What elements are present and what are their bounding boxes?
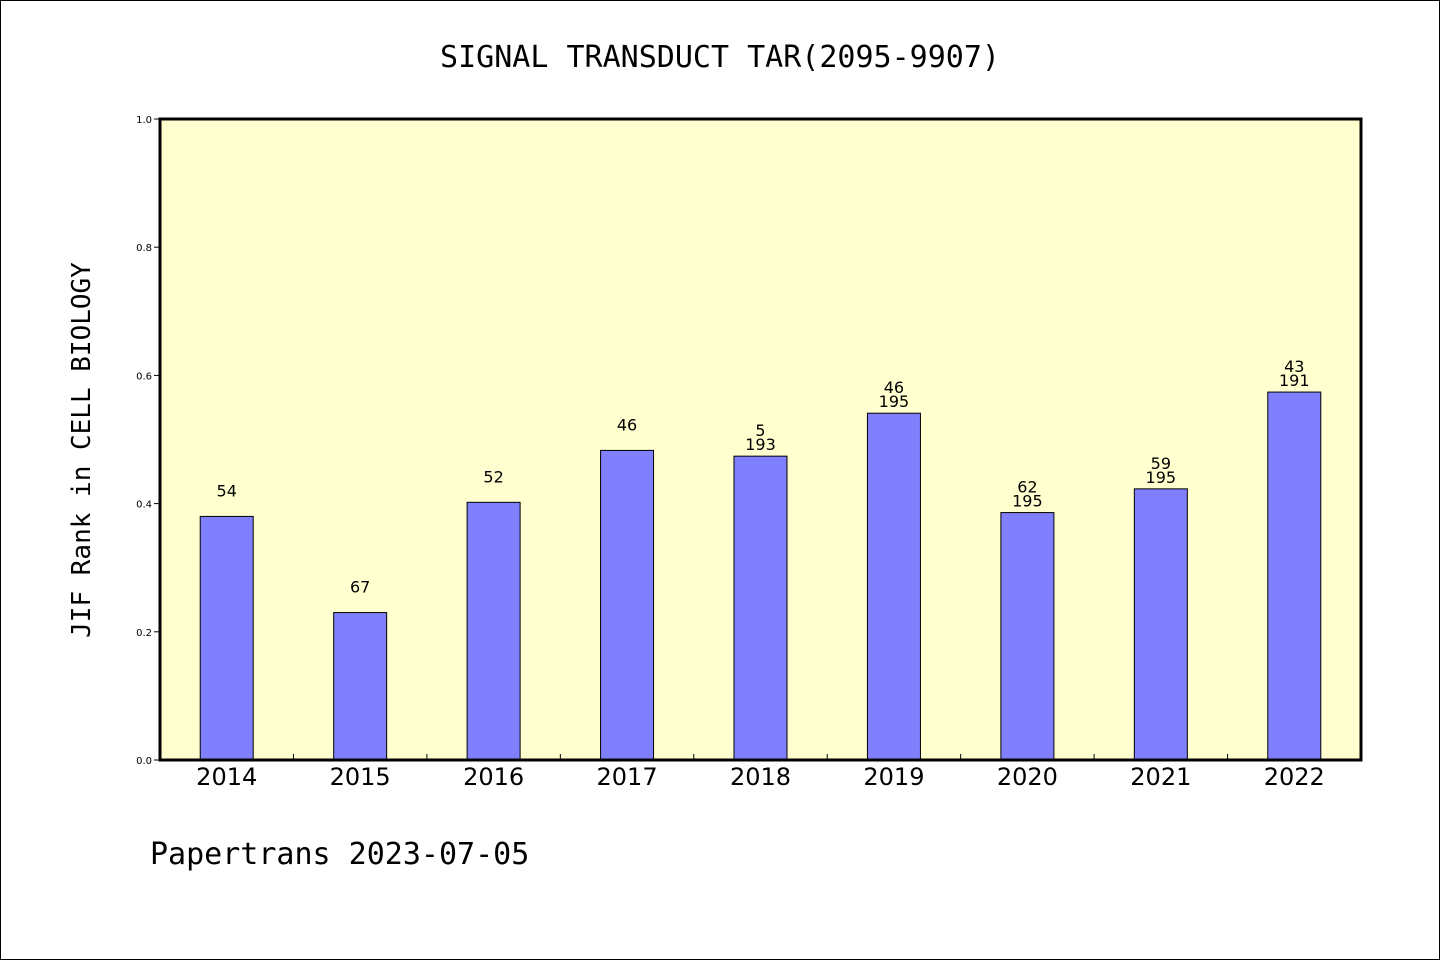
y-axis-ticks: 0.0 0.2 0.4 0.6 0.8 1.0 [136,115,160,767]
y-tick-label: 0.8 [136,243,152,254]
bar [1133,488,1188,761]
x-tick-label: 2019 [863,763,924,791]
data-label-rank: 5 [755,421,765,440]
data-label: 46 [617,415,637,434]
data-label-rank: 46 [884,378,904,397]
x-tick-label: 2021 [1130,763,1191,791]
x-tick-label: 2015 [330,763,391,791]
data-label: 67 [350,578,370,597]
data-label: 54 [217,481,237,500]
y-tick-label: 0.0 [136,756,152,767]
x-tick-label: 2018 [730,763,791,791]
x-tick-label: 2020 [997,763,1058,791]
bar [733,455,788,761]
y-tick-label: 0.2 [136,628,152,639]
data-label-total: 191 [1279,371,1310,390]
x-tick-label: 2017 [597,763,658,791]
x-tick-label: 2014 [196,763,257,791]
data-label: 52 [483,467,503,486]
bar [600,449,655,761]
data-label-rank: 43 [1284,357,1304,376]
data-label-total: 195 [879,392,910,411]
x-tick-label: 2022 [1264,763,1325,791]
data-label-rank: 62 [1017,478,1037,497]
y-axis-label: JIF Rank in CELL BIOLOGY [67,262,97,638]
y-tick-label: 0.4 [136,500,152,511]
bar [866,412,921,761]
bar [333,612,388,761]
bar [466,501,521,761]
y-tick-label: 1.0 [136,115,152,126]
data-label-total: 193 [745,435,776,454]
bar [1000,512,1055,761]
footer-text: Papertrans 2023-07-05 [150,837,529,872]
chart-title: SIGNAL TRANSDUCT TAR(2095-9907) [440,40,1000,75]
data-label-total: 195 [1146,468,1177,487]
x-axis-ticks: 2014 2015 2016 2017 2018 2019 2020 2021 2022 [196,754,1325,791]
bar [1267,391,1322,761]
bars [199,391,1322,761]
y-tick-label: 0.6 [136,371,152,382]
data-label-total: 195 [1012,492,1043,511]
data-label-rank: 59 [1151,454,1171,473]
plot-border [158,117,1363,762]
x-tick-label: 2016 [463,763,524,791]
bar [199,515,254,761]
